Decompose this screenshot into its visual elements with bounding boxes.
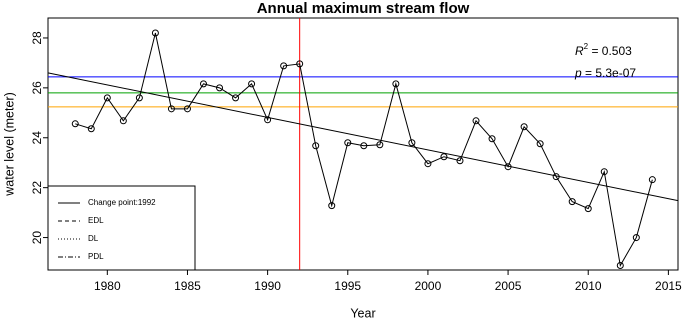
data-point — [183, 105, 191, 113]
y-axis-label: water level (meter) — [2, 92, 16, 197]
data-point — [296, 60, 304, 68]
legend-label: EDL — [88, 216, 104, 225]
data-point — [456, 157, 464, 165]
data-point — [616, 262, 624, 270]
x-tick-label: 1990 — [254, 279, 281, 293]
data-point — [552, 173, 560, 181]
data-point — [536, 140, 544, 148]
x-tick-label: 1995 — [334, 279, 361, 293]
data-line — [75, 32, 653, 267]
data-point — [167, 105, 175, 113]
data-point — [584, 205, 592, 213]
data-point — [568, 198, 576, 206]
data-point — [392, 80, 400, 88]
x-axis-label: Year — [350, 306, 375, 320]
data-point — [424, 160, 432, 168]
annotation: R2 = 0.503 — [575, 42, 632, 58]
annotation-superscript: 2 — [584, 42, 589, 51]
chart-title: Annual maximum stream flow — [257, 0, 470, 17]
plot-frame — [47, 17, 679, 271]
annotation-text: = 5.3e-07 — [582, 66, 637, 80]
data-point — [135, 94, 143, 102]
data-point — [71, 120, 79, 128]
data-point — [216, 84, 224, 92]
data-point — [119, 117, 127, 125]
data-point — [472, 117, 480, 125]
y-tick-label: 24 — [30, 131, 44, 145]
x-tick-label: 2000 — [415, 279, 442, 293]
annotation: p = 5.3e-07 — [574, 66, 636, 80]
data-point — [344, 139, 352, 147]
y-tick-label: 20 — [30, 231, 44, 245]
legend-label: Change point:1992 — [88, 198, 156, 207]
x-tick-label: 2015 — [655, 279, 682, 293]
data-point — [151, 29, 159, 37]
data-point — [376, 141, 384, 149]
x-tick-label: 1985 — [174, 279, 201, 293]
data-point — [632, 234, 640, 242]
data-point — [440, 153, 448, 161]
y-tick-label: 26 — [30, 81, 44, 95]
data-point — [248, 80, 256, 88]
data-point — [280, 62, 288, 70]
data-point — [328, 202, 336, 210]
data-point — [87, 125, 95, 133]
data-point — [232, 94, 240, 102]
trend-line — [47, 72, 679, 202]
data-point — [504, 163, 512, 171]
y-tick-label: 22 — [30, 181, 44, 195]
data-point — [199, 80, 207, 88]
data-point — [600, 168, 608, 176]
data-point — [360, 142, 368, 150]
x-tick-label: 2010 — [575, 279, 602, 293]
data-point — [103, 94, 111, 102]
data-point — [408, 139, 416, 147]
x-tick-label: 2005 — [495, 279, 522, 293]
data-point — [264, 116, 272, 124]
data-point — [648, 176, 656, 184]
x-tick-label: 1980 — [94, 279, 121, 293]
annotation-symbol: p — [574, 66, 582, 80]
legend-label: DL — [88, 234, 99, 243]
annotation-symbol: R — [575, 44, 584, 58]
data-point — [520, 123, 528, 131]
legend-label: PDL — [88, 252, 104, 261]
legend-box — [47, 185, 196, 271]
data-point — [312, 142, 320, 150]
annotation-text: = 0.503 — [588, 44, 632, 58]
data-point — [488, 135, 496, 143]
y-tick-label: 28 — [30, 31, 44, 45]
